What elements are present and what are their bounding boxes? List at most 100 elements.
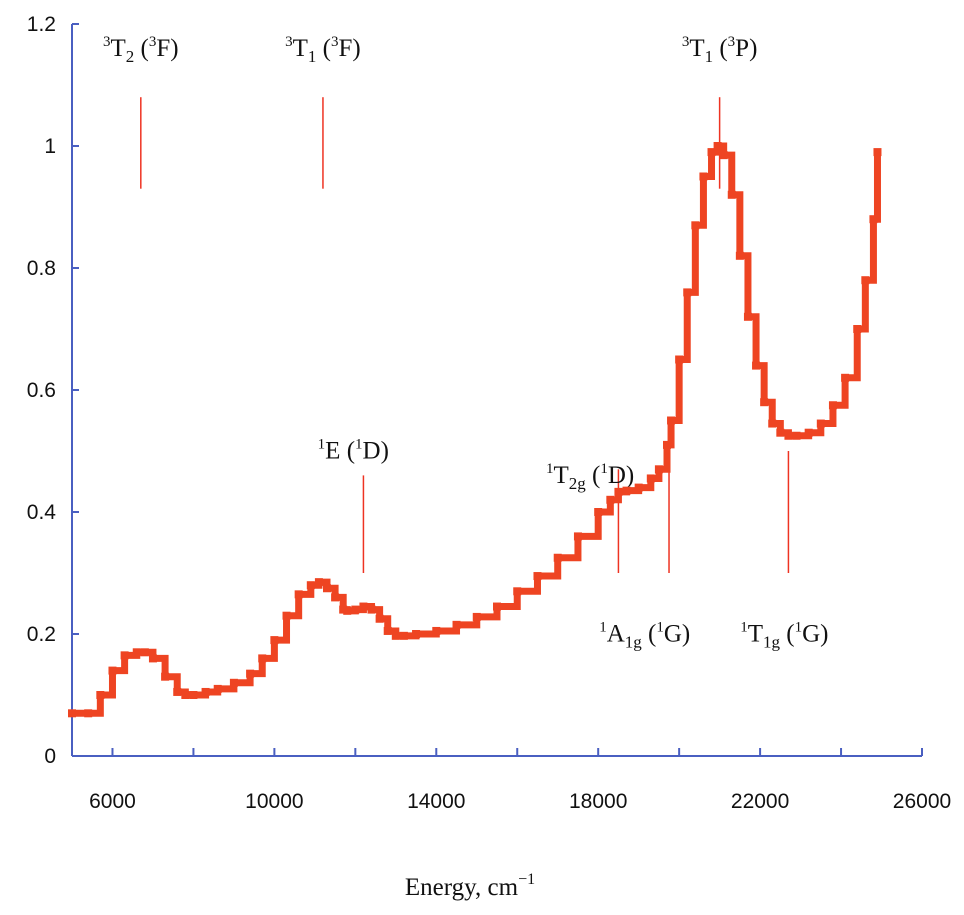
data-point [359,602,368,611]
data-point [699,172,708,181]
data-point [412,630,421,638]
data-point [792,431,801,440]
y-tick-label: 0.2 [27,623,56,646]
data-point [246,669,255,678]
x-axis-title: Energy, cm−1 [405,871,535,901]
x-tick-label: 26000 [893,790,951,813]
data-point [173,687,182,696]
data-point [719,151,728,160]
data-point [654,465,663,474]
x-tick-label: 22000 [731,790,789,813]
data-point [294,590,303,599]
y-tick-label: 0.6 [27,379,56,402]
data-point [594,508,603,516]
y-tick-label: 0.8 [27,257,56,280]
x-axis-title-text: Energy, cm [405,874,519,901]
data-point [727,190,736,199]
data-point [201,687,210,696]
data-point [96,691,105,699]
data-point [189,691,198,699]
x-tick-label: 14000 [407,790,465,813]
data-point [573,532,582,541]
data-point [606,495,615,504]
data-point [132,648,141,657]
x-axis-title-superscript: −1 [518,871,535,888]
y-tick-label: 1.2 [27,13,56,36]
data-point [869,215,878,224]
transition-label: 3T1 (3P) [682,34,758,66]
data-point [306,581,315,590]
y-tick-label: 1 [44,135,56,158]
x-tick-label: 6000 [89,790,136,813]
data-point [399,631,408,640]
data-point [768,419,777,428]
data-point [622,486,631,495]
data-point [853,325,862,333]
data-point [258,654,267,663]
data-point [343,606,352,615]
data-point [743,312,752,321]
data-point [707,148,716,157]
data-point [432,626,441,635]
y-tick-label: 0.4 [27,501,57,524]
data-point [181,691,190,699]
y-tick-label: 0 [44,745,56,768]
data-point [84,709,93,718]
data-point [367,605,376,614]
data-point [776,428,785,437]
data-point [452,620,461,629]
data-point [120,651,129,660]
data-point [667,416,676,425]
transition-label: 3T1 (3F) [285,34,361,66]
data-point [816,419,825,428]
data-point [161,672,170,681]
data-point [735,251,744,260]
transition-label: 1T2g (1D) [546,461,634,493]
data-point [873,148,882,157]
data-point [713,142,722,150]
data-point [375,614,384,623]
data-point [270,636,279,645]
data-point [383,626,392,635]
transition-annotations: 3T2 (3F) 3T1 (3F) 3T1 (3P) 1E (1D) 1T2g (1D)… [103,34,828,652]
data-point [323,584,331,593]
series-line [72,142,881,717]
data-point [675,355,684,364]
x-tick-label: 18000 [569,790,627,813]
axes: 0 0.2 0.4 0.6 0.8 1 1.2 6000 10000 14000 18000 2200… [27,13,951,813]
data-point [691,221,700,230]
data-point [68,709,76,718]
data-point [634,483,643,492]
data-point [663,440,671,449]
transition-label: 1T1g (1G) [740,620,828,652]
data-point [140,648,149,657]
data-point [533,572,542,581]
data-point [108,666,117,675]
data-point [331,593,340,602]
data-point [339,605,348,614]
data-point [553,553,562,562]
transition-label: 1E (1D) [318,437,389,465]
data-point [472,612,481,621]
data-point [683,288,692,297]
transition-label: 3T2 (3F) [103,34,179,66]
data-point [804,428,813,437]
data-point [513,587,522,596]
data-point [614,487,623,496]
x-tick-label: 10000 [245,790,303,813]
data-point [282,611,291,620]
data-point [646,474,655,483]
data-point [760,398,769,407]
data-point [841,373,850,382]
data-point [493,602,501,611]
data-point [314,578,323,587]
data-point [752,361,761,370]
data-point [861,276,870,285]
data-point [351,605,360,614]
transition-label: 1A1g (1G) [599,620,690,652]
data-point [148,654,157,663]
data-point [828,401,837,410]
data-point [213,684,222,693]
data-series [68,142,882,718]
